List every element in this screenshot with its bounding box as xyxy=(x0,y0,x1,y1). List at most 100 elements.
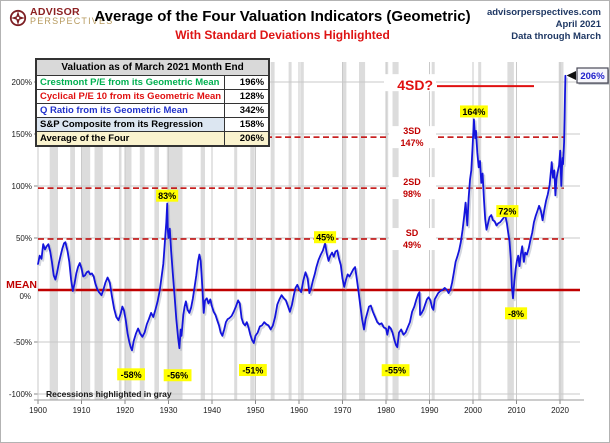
compass-logo-icon xyxy=(9,9,27,27)
peak-label: 45% xyxy=(316,233,334,243)
recession-band xyxy=(507,62,514,400)
sd-name-label: 3SD xyxy=(403,126,421,136)
sd-pct-label: 49% xyxy=(403,240,421,250)
x-axis-label: 1930 xyxy=(160,406,178,415)
row-label: Q Ratio from its Geometric Mean xyxy=(35,103,226,118)
peak-label-bg xyxy=(163,369,192,382)
y-axis-label: 200% xyxy=(12,78,32,87)
valuation-table-header-row: Valuation as of March 2021 Month End xyxy=(35,58,270,76)
peak-label: -55% xyxy=(385,366,406,376)
valuation-table: Valuation as of March 2021 Month End Cre… xyxy=(35,58,271,147)
x-axis-label: 1960 xyxy=(290,406,308,415)
row-label: S&P Composite from its Regression xyxy=(35,117,226,132)
recession-band xyxy=(558,62,564,400)
x-axis-label: 1910 xyxy=(73,406,91,415)
peak-label-bg xyxy=(117,368,145,381)
source-block: advisorperspectives.com April 2021 Data … xyxy=(487,7,601,43)
row-value: 206% xyxy=(224,131,270,147)
recession-band xyxy=(386,62,389,400)
recession-band xyxy=(270,62,275,400)
recession-band xyxy=(125,62,132,400)
recession-band xyxy=(70,62,75,400)
peak-label: 72% xyxy=(498,207,516,217)
x-axis-label: 1970 xyxy=(334,406,352,415)
logo-text-advisor: ADVISOR xyxy=(30,6,80,18)
valuation-line xyxy=(37,74,567,352)
row-value: 196% xyxy=(224,75,270,90)
sd-name-label: 2SD xyxy=(403,177,421,187)
title-block: Average of the Four Valuation Indicators… xyxy=(70,8,495,42)
row-value: 158% xyxy=(224,117,270,132)
table-row-sp-composite: S&P Composite from its Regression 158% xyxy=(35,117,270,132)
peak-label: -56% xyxy=(167,371,188,381)
row-label: Crestmont P/E from its Geometric Mean xyxy=(35,75,226,90)
row-value: 128% xyxy=(224,89,270,104)
recession-band xyxy=(200,62,205,400)
logo-text-perspectives: PERSPECTIVES xyxy=(30,16,114,26)
x-axis-label: 1990 xyxy=(421,406,439,415)
advisor-perspectives-logo: ADVISOR PERSPECTIVES xyxy=(9,6,114,27)
x-axis-label: 1940 xyxy=(203,406,221,415)
peak-label-bg xyxy=(314,231,337,244)
sd-label-bg xyxy=(389,177,436,200)
peak-label-bg xyxy=(460,105,488,118)
peak-label: -8% xyxy=(508,309,524,319)
mean-zero-label: 0% xyxy=(19,292,31,301)
peak-label: -51% xyxy=(242,366,263,376)
peak-label: 164% xyxy=(462,107,485,117)
recession-band xyxy=(81,62,91,400)
source-date: April 2021 xyxy=(555,19,601,30)
x-axis-label: 2000 xyxy=(464,406,482,415)
peak-label-bg xyxy=(496,205,519,218)
peak-label-bg xyxy=(381,364,410,377)
recession-band xyxy=(49,62,58,400)
peak-label: -58% xyxy=(121,370,142,380)
x-axis-label: 1950 xyxy=(247,406,265,415)
sd-label-bg xyxy=(389,228,436,251)
y-axis-label: 50% xyxy=(16,234,32,243)
x-axis-label: 1920 xyxy=(116,406,134,415)
peak-label-bg xyxy=(505,307,528,320)
peak-label-bg xyxy=(239,364,267,377)
recession-band xyxy=(342,62,347,400)
recession-band xyxy=(234,62,238,400)
recession-band xyxy=(118,62,122,400)
callout-value: 206% xyxy=(580,71,605,82)
y-axis-label: -100% xyxy=(9,390,32,399)
recession-band xyxy=(94,62,103,400)
valuation-line-shadow xyxy=(38,77,568,354)
page-subtitle: With Standard Deviations Highlighted xyxy=(175,28,390,42)
sd-pct-label: 147% xyxy=(400,138,423,148)
x-axis-label: 2020 xyxy=(551,406,569,415)
sd4-label-bg xyxy=(384,74,436,92)
page-title: Average of the Four Valuation Indicators… xyxy=(94,8,471,25)
source-data-note: Data through March xyxy=(511,31,601,42)
sd-pct-label: 98% xyxy=(403,189,421,199)
valuation-table-header: Valuation as of March 2021 Month End xyxy=(35,58,270,76)
x-axis-label: 1980 xyxy=(377,406,395,415)
table-row-q-ratio: Q Ratio from its Geometric Mean 342% xyxy=(35,103,270,118)
recession-band xyxy=(288,62,292,400)
sd-label-bg xyxy=(389,126,436,149)
y-axis-label: -50% xyxy=(13,338,32,347)
recessions-note: Recessions highlighted in gray xyxy=(46,389,172,399)
recession-band xyxy=(478,62,482,400)
recession-band xyxy=(300,62,304,400)
sd-name-label: SD xyxy=(406,228,419,238)
x-axis-label: 2010 xyxy=(508,406,526,415)
peak-label: 83% xyxy=(158,191,176,201)
recession-band xyxy=(359,62,366,400)
y-axis-label: 150% xyxy=(12,130,32,139)
row-label: Cyclical P/E 10 from its Geometric Mean xyxy=(35,89,226,104)
source-site: advisorperspectives.com xyxy=(486,7,601,18)
sd4-label: 4SD? xyxy=(397,77,433,93)
table-row-average: Average of the Four 206% xyxy=(35,131,270,147)
recession-band xyxy=(154,62,159,400)
mean-label: MEAN xyxy=(6,279,37,291)
table-row-crestmont: Crestmont P/E from its Geometric Mean 19… xyxy=(35,75,270,90)
x-axis-label: 1900 xyxy=(29,406,47,415)
y-axis-label: 100% xyxy=(12,182,32,191)
row-value: 342% xyxy=(224,103,270,118)
peak-label-bg xyxy=(156,189,179,202)
